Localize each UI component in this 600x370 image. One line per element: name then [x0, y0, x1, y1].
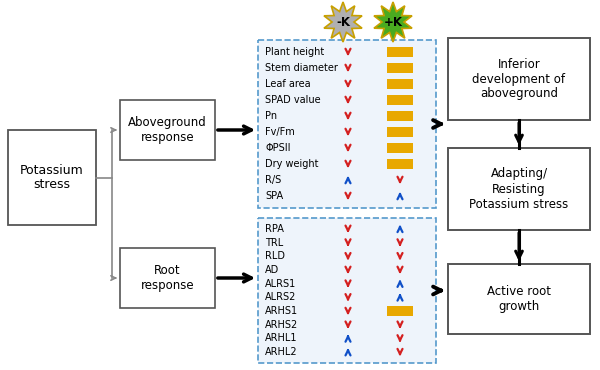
- Text: Fv/Fm: Fv/Fm: [265, 127, 295, 137]
- Bar: [120, 100, 215, 160]
- FancyBboxPatch shape: [448, 38, 590, 120]
- Text: ARHS2: ARHS2: [265, 320, 298, 330]
- Text: Stem diameter: Stem diameter: [265, 63, 338, 73]
- Text: Pn: Pn: [265, 111, 277, 121]
- Text: SPAD value: SPAD value: [265, 95, 320, 105]
- Text: ALRS2: ALRS2: [265, 292, 296, 302]
- FancyBboxPatch shape: [448, 264, 590, 334]
- Bar: [387, 47, 413, 57]
- Bar: [387, 306, 413, 316]
- Text: R/S: R/S: [265, 175, 281, 185]
- Polygon shape: [374, 2, 412, 42]
- Text: Aboveground
response: Aboveground response: [128, 116, 207, 144]
- Bar: [8, 130, 96, 225]
- Text: ARHS1: ARHS1: [265, 306, 298, 316]
- Text: RPA: RPA: [265, 224, 284, 234]
- Text: TRL: TRL: [265, 238, 283, 248]
- Text: Leaf area: Leaf area: [265, 79, 311, 89]
- Text: Dry weight: Dry weight: [265, 159, 319, 169]
- Bar: [258, 40, 436, 208]
- Text: ARHL1: ARHL1: [265, 333, 298, 343]
- Bar: [120, 248, 215, 308]
- Text: SPA: SPA: [265, 191, 283, 201]
- FancyBboxPatch shape: [448, 148, 590, 230]
- Text: Adapting/
Resisting
Potassium stress: Adapting/ Resisting Potassium stress: [469, 168, 569, 211]
- Polygon shape: [324, 2, 362, 42]
- Text: ARHL2: ARHL2: [265, 347, 298, 357]
- Text: ALRS1: ALRS1: [265, 279, 296, 289]
- Text: Active root
growth: Active root growth: [487, 285, 551, 313]
- Text: RLD: RLD: [265, 251, 285, 261]
- Text: +K: +K: [383, 16, 403, 28]
- Bar: [387, 79, 413, 89]
- Bar: [387, 143, 413, 153]
- Bar: [258, 218, 436, 363]
- Text: AD: AD: [265, 265, 279, 275]
- Text: Inferior
development of
aboveground: Inferior development of aboveground: [473, 57, 566, 101]
- Text: Root
response: Root response: [140, 264, 194, 292]
- Bar: [387, 63, 413, 73]
- Bar: [387, 127, 413, 137]
- Bar: [387, 95, 413, 105]
- Bar: [387, 111, 413, 121]
- Text: ΦPSII: ΦPSII: [265, 143, 290, 153]
- Text: -K: -K: [336, 16, 350, 28]
- Text: Potassium
stress: Potassium stress: [20, 164, 84, 192]
- Text: Plant height: Plant height: [265, 47, 324, 57]
- Bar: [387, 159, 413, 169]
